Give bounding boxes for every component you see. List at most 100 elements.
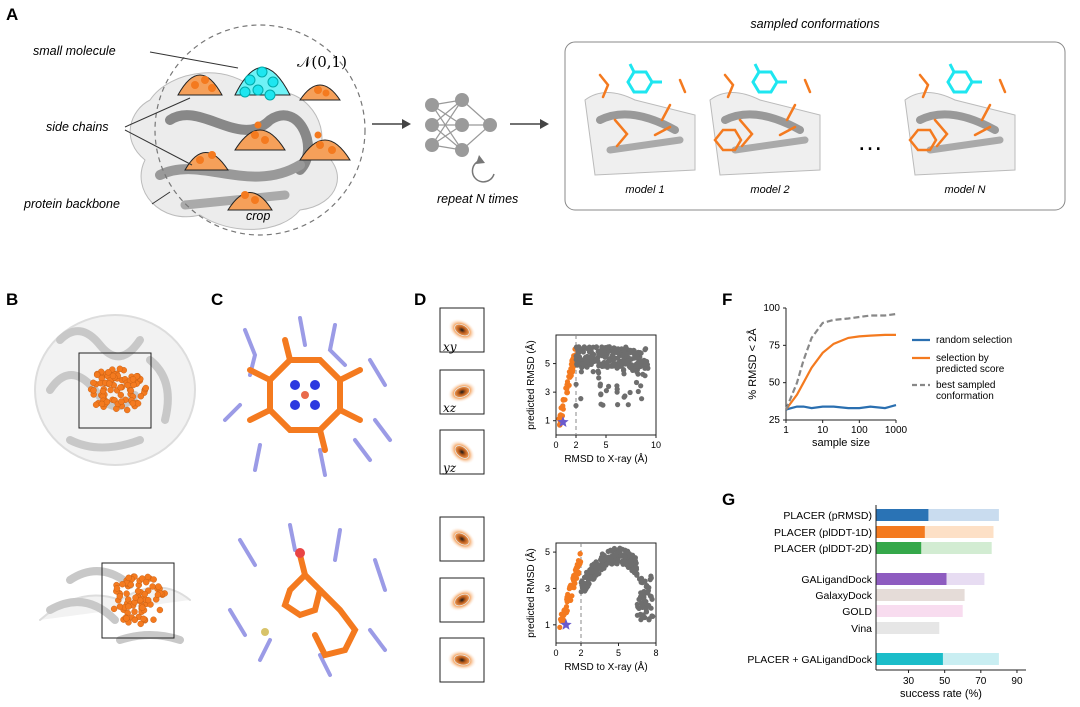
atom-dot <box>129 400 137 407</box>
scatter-point <box>638 361 644 367</box>
scatter-point <box>636 596 642 603</box>
scatter-point <box>615 402 621 408</box>
x-tick-label: 90 <box>1011 676 1023 687</box>
sampled-title: sampled conformations <box>750 17 879 31</box>
label-repeat: repeat N times <box>437 192 518 206</box>
density-outer <box>448 527 476 551</box>
atom-dot <box>131 608 138 615</box>
density-outer <box>448 588 476 612</box>
bar-best <box>876 589 965 601</box>
scatter-point <box>566 374 572 380</box>
x-axis-label: RMSD to X-ray (Å) <box>564 452 647 465</box>
bar-top <box>876 542 922 554</box>
scatter-point <box>634 601 640 607</box>
model-thumbnails <box>584 63 1016 176</box>
model-strand <box>731 136 809 154</box>
scatter-point <box>578 396 584 402</box>
scatter-point <box>648 605 654 611</box>
scatter-point <box>640 371 646 377</box>
legend-label: best sampled conformation <box>936 380 995 402</box>
scatter-point <box>648 593 654 600</box>
scatter-point <box>557 624 563 631</box>
scatter-point <box>578 589 584 595</box>
model-backbone <box>584 92 696 176</box>
label-small-molecule: small molecule <box>33 44 116 58</box>
x-tick-label: 1 <box>783 425 789 436</box>
scatter-point <box>605 344 611 350</box>
scatter-point <box>638 350 644 356</box>
model-ring <box>713 128 743 152</box>
scatter-point <box>619 546 626 552</box>
legend-label: selection by predicted score <box>936 353 1005 375</box>
atom-dot <box>139 604 146 611</box>
scatter-point <box>638 617 644 623</box>
panel-label-c: C <box>211 290 223 309</box>
density-contour <box>454 445 470 459</box>
scatter-point <box>599 551 606 557</box>
atom-dot <box>150 576 157 583</box>
scatter-point <box>618 361 624 368</box>
y-tick-label: 1 <box>545 416 550 426</box>
scatter-point <box>628 558 634 564</box>
scatter-point <box>606 557 612 563</box>
scatter-point <box>637 611 644 617</box>
model-thumb-3 <box>904 63 1016 176</box>
density-blob <box>448 318 476 342</box>
crop-circle <box>154 24 366 236</box>
scatter-point <box>588 567 594 574</box>
scatter-point <box>614 386 620 392</box>
scatter-point <box>622 554 628 560</box>
x-tick-label: 5 <box>616 648 621 658</box>
scatter-point <box>603 562 609 568</box>
scatter-point <box>638 383 644 389</box>
scatter-point <box>648 573 654 579</box>
model-label-n: model N <box>945 184 986 196</box>
scatter-point <box>567 597 574 604</box>
x-axis-label: RMSD to X-ray (Å) <box>564 660 647 673</box>
x-tick-label: 70 <box>975 676 987 687</box>
y-tick-label: 3 <box>545 387 550 397</box>
small-molecule-distribution <box>234 66 291 101</box>
plot-frame <box>555 542 657 644</box>
atom-dot <box>116 603 124 610</box>
model-helix <box>721 110 804 134</box>
density-box <box>439 577 485 623</box>
model-thumb-2 <box>709 63 821 176</box>
scatter-point <box>572 580 578 587</box>
ligand-structure-bottom <box>228 523 387 677</box>
atom-dot <box>137 620 144 628</box>
atom-dot <box>116 365 124 372</box>
bar-top <box>876 573 947 585</box>
panel-label-b: B <box>6 290 18 309</box>
scatter-point <box>597 381 604 387</box>
scatter-point <box>575 558 582 564</box>
x-tick-label: 50 <box>939 676 951 687</box>
leader-side-chains-2 <box>124 129 193 166</box>
y-tick-label: 5 <box>545 359 550 369</box>
heme-ligand-structure <box>223 316 392 477</box>
model-strand <box>926 136 1004 154</box>
proj-label-xz: xz <box>443 401 457 415</box>
scatter-point <box>609 553 615 560</box>
y-tick-label: 25 <box>769 415 781 426</box>
y-axis-label: predicted RMSD (Å) <box>524 340 537 429</box>
scatter-point <box>594 563 600 569</box>
atom-dot <box>90 379 97 386</box>
scatter-point <box>642 358 648 364</box>
density-blob <box>448 439 476 465</box>
atom-dot <box>154 591 162 598</box>
scatter-point <box>568 593 574 599</box>
atom-dot <box>119 581 126 588</box>
y-tick-label: 75 <box>769 340 781 351</box>
scatter-point <box>578 369 585 375</box>
scatter-point <box>631 567 637 573</box>
scatter-point <box>609 362 615 368</box>
scatter-point <box>636 576 643 582</box>
bar-best <box>876 605 963 617</box>
atom-dot <box>127 581 135 588</box>
scatter-point <box>639 580 646 586</box>
x-tick-label: 1000 <box>885 425 908 436</box>
scatter-point <box>596 351 602 357</box>
scatter-point <box>622 559 628 565</box>
scatter-point <box>623 345 629 351</box>
